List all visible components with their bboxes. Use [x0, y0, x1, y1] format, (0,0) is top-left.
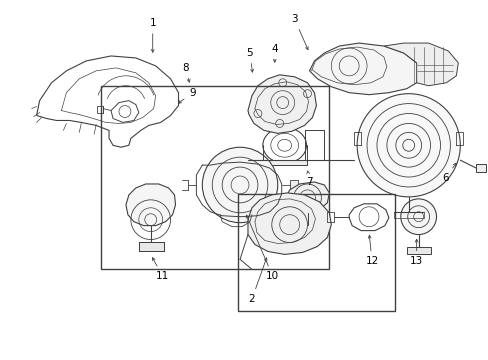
- Polygon shape: [284, 182, 328, 213]
- Bar: [238, 194, 394, 311]
- Ellipse shape: [400, 199, 436, 235]
- Bar: [101, 86, 328, 269]
- Polygon shape: [247, 75, 316, 133]
- Text: 10: 10: [246, 215, 279, 281]
- Text: 3: 3: [291, 14, 307, 50]
- Ellipse shape: [202, 147, 277, 223]
- Text: 9: 9: [178, 88, 195, 103]
- Polygon shape: [247, 193, 331, 255]
- Polygon shape: [139, 242, 163, 251]
- Polygon shape: [383, 43, 457, 86]
- Polygon shape: [263, 160, 306, 165]
- Text: 11: 11: [152, 258, 169, 281]
- Ellipse shape: [356, 94, 459, 197]
- Text: 2: 2: [248, 258, 266, 304]
- Polygon shape: [309, 43, 420, 95]
- Text: 7: 7: [305, 171, 312, 187]
- Polygon shape: [297, 225, 317, 231]
- Text: 6: 6: [441, 163, 455, 183]
- Text: 12: 12: [365, 235, 378, 266]
- Polygon shape: [406, 247, 429, 255]
- Text: 5: 5: [246, 48, 253, 72]
- Text: 1: 1: [149, 18, 156, 52]
- Text: 8: 8: [182, 63, 190, 82]
- Text: 13: 13: [409, 239, 423, 266]
- Polygon shape: [475, 164, 485, 172]
- Polygon shape: [289, 180, 297, 190]
- Text: 4: 4: [271, 44, 278, 62]
- Polygon shape: [126, 184, 175, 226]
